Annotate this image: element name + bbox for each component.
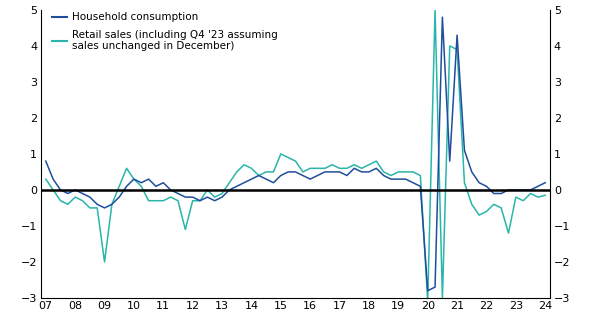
Legend: Household consumption, Retail sales (including Q4 '23 assuming
sales unchanged i: Household consumption, Retail sales (inc…	[51, 12, 278, 51]
